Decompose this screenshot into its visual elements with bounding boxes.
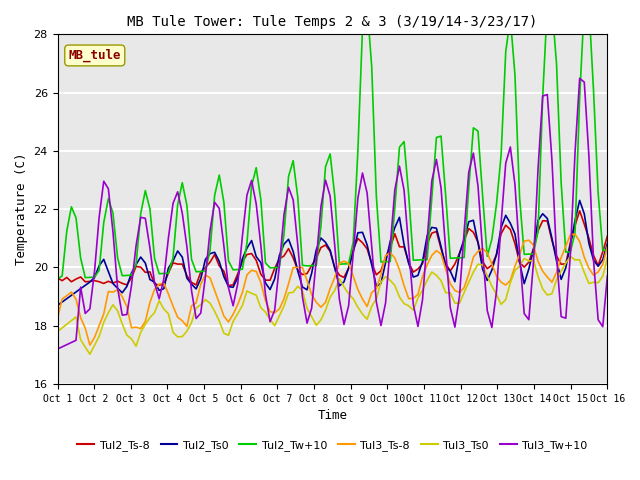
Tul3_Ts-8 xyxy=(571,231,579,237)
Tul2_Ts-8 xyxy=(54,275,61,281)
Tul2_Tw+10 xyxy=(493,202,500,207)
Tul3_Ts0 xyxy=(595,280,602,286)
Tul2_Ts0 xyxy=(604,241,611,247)
Tul2_Tw+10 xyxy=(589,87,597,93)
Tul2_Ts-8 xyxy=(225,283,232,288)
Tul3_Ts-8 xyxy=(206,275,214,281)
Text: MB_tule: MB_tule xyxy=(68,49,121,62)
Tul2_Ts0 xyxy=(169,258,177,264)
Tul3_Ts-8 xyxy=(86,342,93,348)
Tul2_Tw+10 xyxy=(437,133,445,139)
Tul2_Tw+10 xyxy=(169,255,177,261)
Tul3_Ts0 xyxy=(364,316,371,322)
Tul2_Tw+10 xyxy=(364,2,371,8)
Tul2_Ts-8 xyxy=(604,233,611,239)
Tul3_Ts0 xyxy=(493,291,500,297)
Tul3_Tw+10 xyxy=(488,324,496,330)
Tul3_Ts0 xyxy=(437,278,445,284)
Tul2_Ts-8 xyxy=(595,263,602,268)
Tul3_Tw+10 xyxy=(169,201,177,206)
Tul3_Ts-8 xyxy=(493,273,500,279)
Tul3_Ts-8 xyxy=(437,251,445,257)
Tul3_Ts0 xyxy=(206,300,214,306)
Tul2_Ts-8 xyxy=(202,265,209,271)
Tul2_Ts0 xyxy=(358,229,366,235)
Line: Tul3_Ts-8: Tul3_Ts-8 xyxy=(58,234,607,345)
Tul2_Tw+10 xyxy=(604,247,611,253)
X-axis label: Time: Time xyxy=(317,409,348,422)
Tul3_Tw+10 xyxy=(589,257,597,263)
Tul3_Ts-8 xyxy=(364,304,371,310)
Legend: Tul2_Ts-8, Tul2_Ts0, Tul2_Tw+10, Tul3_Ts-8, Tul3_Ts0, Tul3_Tw+10: Tul2_Ts-8, Tul2_Ts0, Tul2_Tw+10, Tul3_Ts… xyxy=(73,435,592,456)
Tul2_Ts-8 xyxy=(493,252,500,257)
Tul2_Ts0 xyxy=(589,257,597,263)
Tul3_Ts-8 xyxy=(54,315,61,321)
Tul2_Ts0 xyxy=(433,225,440,231)
Tul2_Ts0 xyxy=(488,267,496,273)
Tul2_Ts0 xyxy=(202,256,209,262)
Tul3_Tw+10 xyxy=(358,170,366,176)
Line: Tul2_Ts-8: Tul2_Ts-8 xyxy=(58,211,607,286)
Tul3_Ts-8 xyxy=(604,244,611,250)
Line: Tul3_Ts0: Tul3_Ts0 xyxy=(58,256,607,354)
Tul3_Ts0 xyxy=(566,253,574,259)
Tul3_Ts-8 xyxy=(595,269,602,275)
Tul2_Tw+10 xyxy=(202,268,209,274)
Tul3_Ts0 xyxy=(86,351,93,357)
Tul2_Ts0 xyxy=(576,198,584,204)
Tul3_Tw+10 xyxy=(202,274,209,280)
Tul3_Ts0 xyxy=(174,334,182,340)
Tul3_Ts0 xyxy=(54,329,61,335)
Tul2_Ts-8 xyxy=(576,208,584,214)
Tul2_Ts-8 xyxy=(364,246,371,252)
Tul2_Tw+10 xyxy=(54,276,61,282)
Line: Tul2_Tw+10: Tul2_Tw+10 xyxy=(58,5,607,279)
Line: Tul3_Tw+10: Tul3_Tw+10 xyxy=(58,78,607,349)
Tul2_Ts-8 xyxy=(437,246,445,252)
Tul2_Ts-8 xyxy=(169,260,177,266)
Y-axis label: Temperature (C): Temperature (C) xyxy=(15,153,28,265)
Title: MB Tule Tower: Tule Temps 2 & 3 (3/19/14-3/23/17): MB Tule Tower: Tule Temps 2 & 3 (3/19/14… xyxy=(127,15,538,29)
Tul3_Tw+10 xyxy=(433,156,440,162)
Tul3_Tw+10 xyxy=(54,346,61,352)
Tul3_Ts0 xyxy=(604,255,611,261)
Line: Tul2_Ts0: Tul2_Ts0 xyxy=(58,201,607,305)
Tul2_Ts0 xyxy=(54,302,61,308)
Tul3_Tw+10 xyxy=(604,273,611,279)
Tul3_Ts-8 xyxy=(174,314,182,320)
Tul3_Tw+10 xyxy=(576,75,584,81)
Tul2_Tw+10 xyxy=(358,26,366,32)
